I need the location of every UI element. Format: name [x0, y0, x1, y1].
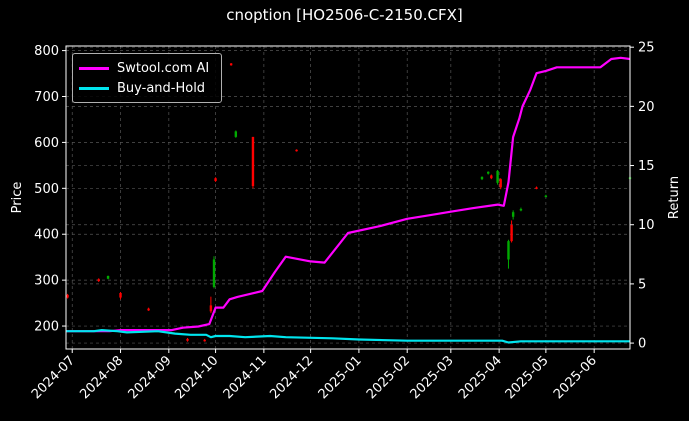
candlesticks	[66, 62, 632, 342]
x-tick-label: 2024-11	[221, 353, 270, 402]
candle-body	[203, 339, 206, 342]
x-tick-label: 2025-02	[364, 353, 413, 402]
y2-tick-label: 0	[638, 337, 646, 352]
plot-frame	[65, 45, 631, 350]
candle-body	[511, 212, 515, 217]
x-tick-label: 2025-01	[316, 353, 365, 402]
candle-body	[212, 259, 216, 288]
x-tick-label: 2024-10	[172, 353, 221, 402]
candle-body	[106, 276, 110, 279]
legend-label-ai: Swtool.com AI	[117, 60, 210, 76]
candle-body	[234, 131, 238, 137]
candle-body	[544, 195, 548, 198]
legend-swatch-ai	[79, 66, 109, 70]
y2-tick-label: 10	[638, 218, 655, 233]
y-tick-label: 500	[34, 182, 59, 197]
candle-body	[229, 63, 233, 66]
x-tick-label: 2025-06	[551, 353, 600, 402]
y-tick-label: 600	[34, 136, 59, 151]
x-tick-label: 2024-12	[267, 353, 316, 402]
return-lines	[66, 56, 631, 344]
candle-body	[480, 176, 484, 180]
candle-body	[214, 178, 217, 181]
candle-body	[535, 187, 538, 189]
legend-item-buy-and-hold: Buy-and-Hold	[79, 78, 205, 98]
legend: Swtool.com AI Buy-and-Hold	[72, 53, 222, 103]
legend-swatch-buy-and-hold	[79, 86, 109, 90]
y2-tick-label: 15	[638, 159, 655, 174]
y-tick-label: 200	[34, 320, 59, 335]
series-line-buy-and-hold	[66, 329, 630, 344]
candle-body	[490, 175, 493, 179]
candle-body	[119, 292, 122, 298]
chart-title: cnoption [HO2506-C-2150.CFX]	[226, 6, 463, 24]
x-tick-label: 2025-04	[456, 353, 505, 402]
candle-body	[97, 279, 100, 282]
y2-axis-label: Return	[667, 176, 682, 219]
legend-label-buy-and-hold: Buy-and-Hold	[117, 80, 206, 96]
series-line-ai	[66, 56, 631, 333]
y-tick-label: 700	[34, 90, 59, 105]
y-tick-label: 300	[34, 274, 59, 289]
legend-item-ai: Swtool.com AI	[79, 58, 209, 78]
candle-body	[295, 149, 298, 152]
x-tick-label: 2024-07	[29, 353, 78, 402]
candle-body	[147, 308, 150, 311]
candle-body	[510, 225, 513, 242]
candle-body	[487, 171, 490, 174]
candle-body	[209, 305, 213, 312]
y2-tick-label: 5	[638, 277, 646, 292]
y2-tick-label: 20	[638, 100, 655, 115]
candle-body	[499, 179, 502, 188]
candle-body	[186, 338, 189, 341]
candle-body	[507, 241, 510, 260]
candle-body	[251, 136, 255, 187]
candle-body	[66, 294, 69, 298]
candle-body	[496, 170, 499, 183]
x-tick-label: 2024-09	[126, 353, 175, 402]
y2-tick-label: 25	[638, 41, 655, 56]
candle-body	[519, 208, 523, 211]
y-tick-label: 400	[34, 228, 59, 243]
y-axis-label: Price	[10, 182, 25, 214]
x-tick-label: 2025-03	[408, 353, 457, 402]
x-tick-label: 2025-05	[503, 353, 552, 402]
y-tick-label: 800	[34, 44, 59, 59]
x-tick-label: 2024-08	[77, 353, 126, 402]
